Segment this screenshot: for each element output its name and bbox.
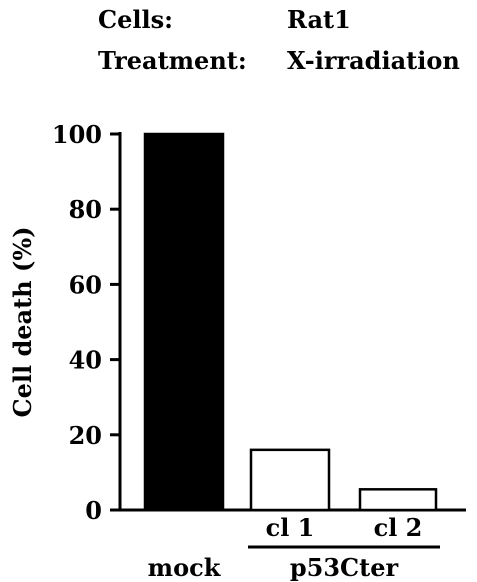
x-tick-label: mock	[148, 553, 222, 582]
x-labels: mock cl 1 cl 2	[148, 513, 423, 582]
y-tick-label: 20	[69, 421, 102, 450]
y-tick-label: 100	[52, 120, 102, 149]
y-tick-label: 80	[69, 195, 102, 224]
x-tick-label: cl 1	[266, 513, 315, 542]
treatment-value: X-irradiation	[287, 46, 460, 75]
y-axis-label: Cell death (%)	[8, 227, 37, 418]
y-ticks: 0 20 40 60 80 100	[52, 120, 120, 525]
bar-cl-1	[249, 448, 331, 512]
cells-label: Cells:	[98, 5, 173, 34]
bars	[143, 132, 438, 512]
y-tick-label: 0	[85, 496, 102, 525]
cells-value: Rat1	[287, 5, 351, 34]
y-tick-label: 60	[69, 270, 102, 299]
bar-mock	[143, 132, 225, 512]
bar-cl-2	[358, 488, 438, 512]
y-tick-label: 40	[69, 346, 102, 375]
group-label: p53Cter	[290, 553, 399, 582]
x-tick-label: cl 2	[374, 513, 423, 542]
treatment-label: Treatment:	[98, 46, 247, 75]
